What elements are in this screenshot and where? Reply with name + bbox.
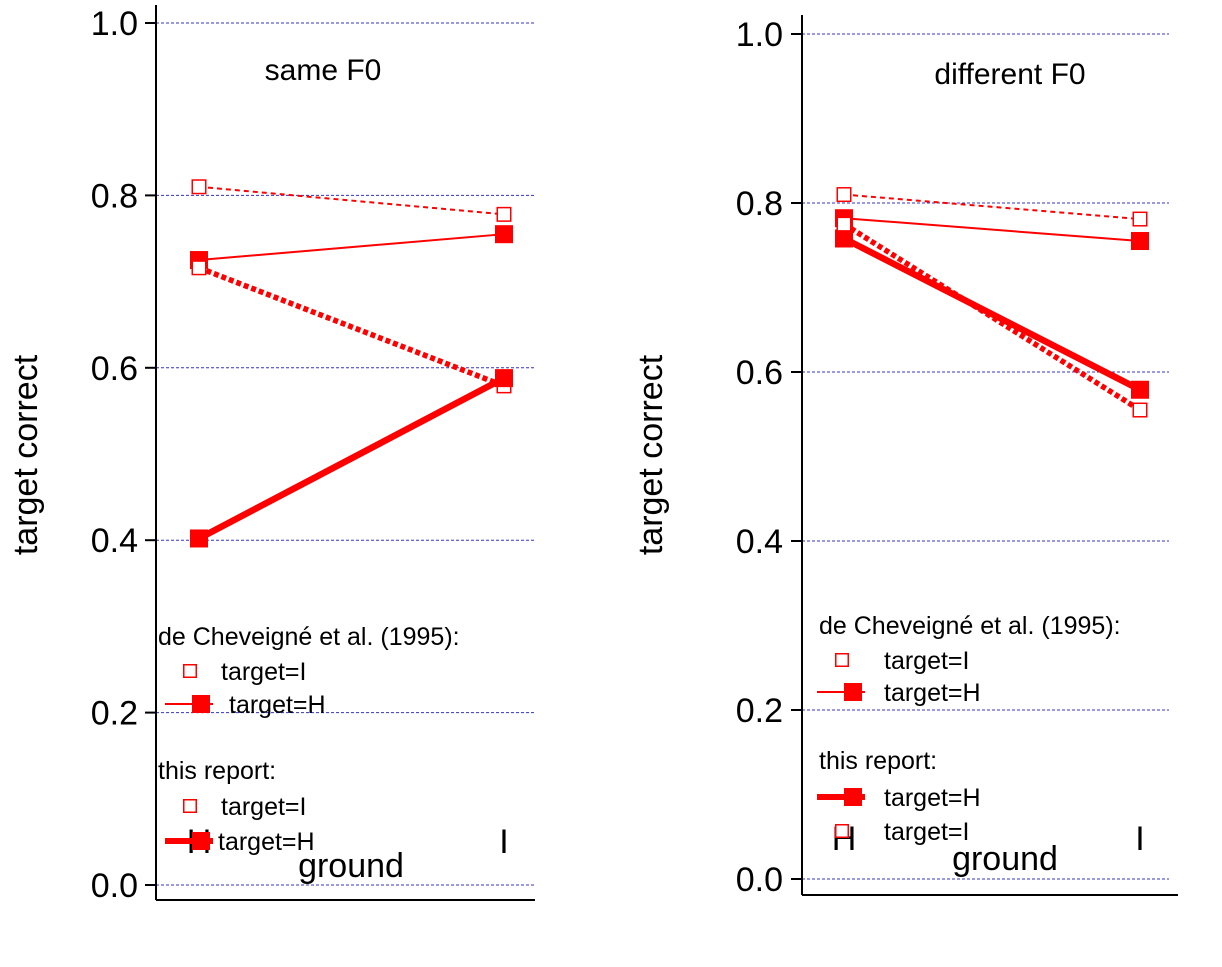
data-point	[495, 369, 513, 388]
legend-label: target=H	[229, 691, 326, 719]
data-point	[836, 216, 852, 232]
legend-group-title: this report:	[158, 757, 276, 785]
y-tick-label: 0.2	[91, 695, 138, 733]
y-tick-label: 0.6	[91, 350, 138, 388]
series-4	[836, 216, 1148, 418]
legend-marker	[835, 824, 849, 838]
chart-title: same F0	[265, 54, 382, 87]
data-point	[1132, 402, 1148, 418]
series-line	[197, 375, 506, 542]
legend: de Cheveigné et al. (1995): target=I targe…	[817, 612, 1121, 846]
legend-group-title: de Cheveigné et al. (1995):	[158, 623, 460, 651]
series-line	[842, 221, 1142, 413]
legend-label: target=H	[218, 828, 315, 856]
series-2	[835, 209, 1149, 251]
y-tick-label: 0.8	[91, 177, 138, 215]
data-point	[191, 179, 207, 195]
series-1	[836, 187, 1148, 227]
y-tick-label: 0.2	[736, 692, 783, 730]
y-tick-label: 0.0	[91, 867, 138, 905]
y-tick-label: 1.0	[91, 5, 138, 43]
series-line	[843, 217, 1141, 243]
y-axis-label: target correct	[632, 354, 670, 555]
series-line	[198, 233, 505, 262]
y-tick-label: 0.4	[736, 523, 783, 561]
series-line	[842, 235, 1142, 393]
series-2	[190, 225, 513, 270]
y-tick-label: 0.4	[91, 522, 138, 560]
data-point	[836, 187, 852, 203]
legend-label: target=H	[884, 784, 981, 812]
data-point	[1131, 232, 1149, 251]
y-tick-label: 0.8	[736, 185, 783, 223]
legend-group-title: this report:	[819, 747, 937, 775]
legend-marker	[844, 683, 862, 701]
legend-marker	[192, 832, 210, 850]
x-axis-label: ground	[952, 840, 1058, 878]
series-line	[198, 185, 505, 216]
y-tick-label: 1.0	[736, 16, 783, 54]
data-point	[835, 229, 853, 248]
series-line	[843, 193, 1141, 221]
legend-group-title: de Cheveigné et al. (1995):	[819, 612, 1121, 640]
chart-title: different F0	[934, 58, 1085, 91]
legend-marker	[183, 664, 197, 678]
series-line	[198, 265, 505, 389]
data-point	[191, 260, 207, 276]
series-4	[190, 369, 513, 548]
data-point	[495, 225, 513, 244]
legend-label: target=H	[884, 679, 981, 707]
legend-marker	[183, 799, 197, 813]
legend-label: target=I	[884, 647, 969, 675]
y-tick-label: 0.0	[736, 861, 783, 899]
legend-marker	[844, 788, 862, 806]
data-point	[190, 529, 208, 548]
series-1	[191, 179, 512, 222]
legend-label: target=I	[884, 818, 969, 846]
series-3	[191, 260, 512, 394]
x-axis-label: ground	[298, 847, 404, 885]
data-point	[496, 206, 512, 222]
series-3	[835, 229, 1149, 399]
data-point	[1132, 211, 1148, 227]
legend: de Cheveigné et al. (1995): target=I targe…	[158, 623, 460, 856]
legend-label: target=I	[221, 793, 306, 821]
x-tick-label: I	[1135, 820, 1144, 858]
y-tick-label: 0.6	[736, 354, 783, 392]
y-axis-label: target correct	[7, 354, 45, 555]
legend-marker	[835, 653, 849, 667]
legend-label: target=I	[221, 658, 306, 686]
legend-marker	[192, 695, 210, 713]
data-point	[1131, 380, 1149, 399]
x-tick-label: I	[499, 823, 508, 861]
